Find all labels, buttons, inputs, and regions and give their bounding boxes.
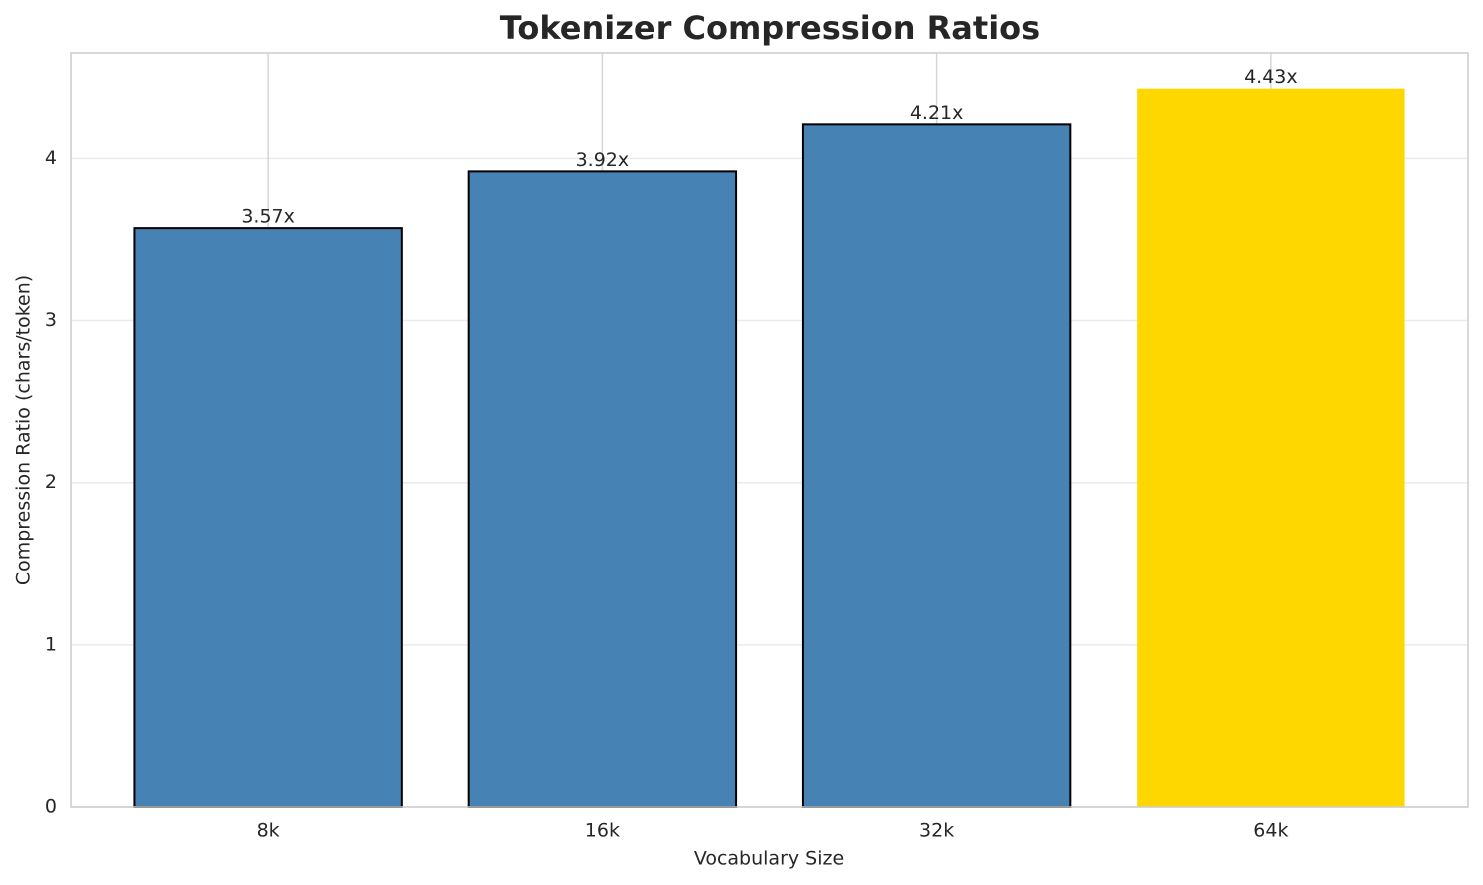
bar: [133, 227, 403, 809]
x-tick-label: 64k: [1253, 820, 1288, 842]
x-tick-label: 16k: [585, 820, 620, 842]
y-tick-label: 1: [45, 633, 57, 655]
y-axis-label: Compression Ratio (chars/token): [13, 275, 35, 585]
plot-frame: [70, 52, 1469, 808]
y-tick-label: 0: [45, 796, 57, 818]
value-label: 3.57x: [241, 206, 295, 228]
x-axis-label: Vocabulary Size: [694, 848, 844, 870]
bar: [467, 170, 738, 809]
y-tick-label: 2: [45, 471, 57, 493]
bar: [1137, 88, 1405, 808]
chart-title: Tokenizer Compression Ratios: [500, 9, 1040, 47]
y-tick-label: 3: [45, 309, 57, 331]
value-label: 4.43x: [1244, 66, 1298, 88]
x-tick-label: 8k: [257, 820, 280, 842]
y-tick-label: 4: [45, 147, 57, 169]
bar: [801, 123, 1072, 808]
x-tick-label: 32k: [919, 820, 954, 842]
value-label: 3.92x: [576, 149, 630, 171]
value-label: 4.21x: [910, 102, 964, 124]
